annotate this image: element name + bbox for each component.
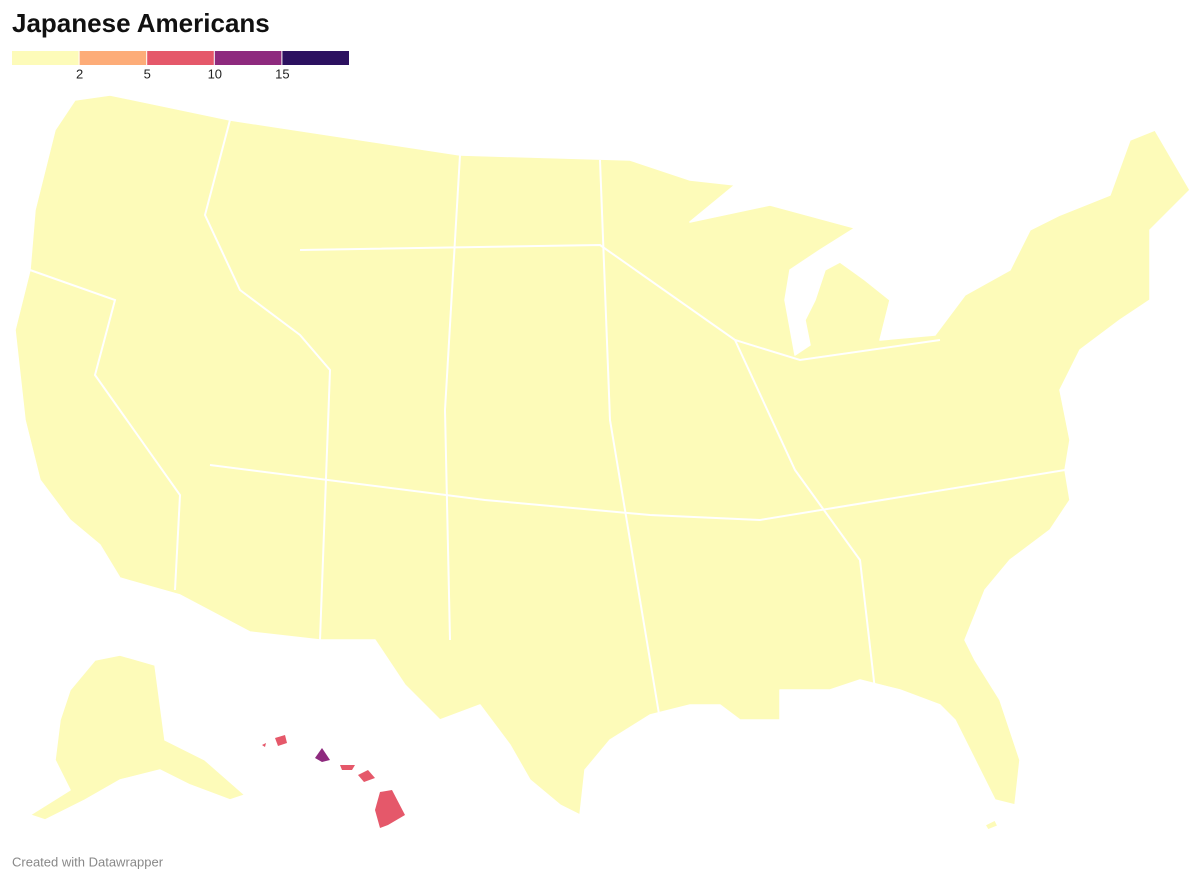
hawaii-island bbox=[358, 770, 375, 782]
florida-keys bbox=[984, 819, 999, 831]
state-border bbox=[29, 269, 182, 591]
legend-tick-label: 5 bbox=[144, 66, 151, 81]
legend-tick-label: 10 bbox=[208, 66, 222, 81]
map-shapes bbox=[14, 94, 1191, 831]
state-border bbox=[203, 119, 332, 641]
state-border bbox=[209, 464, 1066, 522]
hawaii-island bbox=[262, 743, 266, 747]
alaska bbox=[29, 654, 246, 821]
hawaii-island bbox=[315, 748, 330, 762]
legend-swatch bbox=[282, 51, 349, 65]
footer: Created with Datawrapper bbox=[12, 854, 164, 869]
legend-swatch bbox=[214, 51, 282, 65]
legend-tick-label: 2 bbox=[76, 66, 83, 81]
legend-swatch bbox=[12, 51, 79, 65]
legend: 2 5 10 15 bbox=[12, 51, 349, 81]
title: Japanese Americans bbox=[12, 8, 270, 38]
state-border bbox=[734, 339, 876, 691]
hawaii-island bbox=[340, 765, 355, 770]
legend-swatch bbox=[79, 51, 147, 65]
legend-swatch bbox=[147, 51, 214, 65]
legend-tick-label: 15 bbox=[275, 66, 289, 81]
state-border bbox=[443, 154, 461, 641]
hawaii-island bbox=[275, 735, 287, 746]
hawaii-island bbox=[375, 790, 405, 828]
contiguous-us bbox=[14, 94, 1191, 816]
